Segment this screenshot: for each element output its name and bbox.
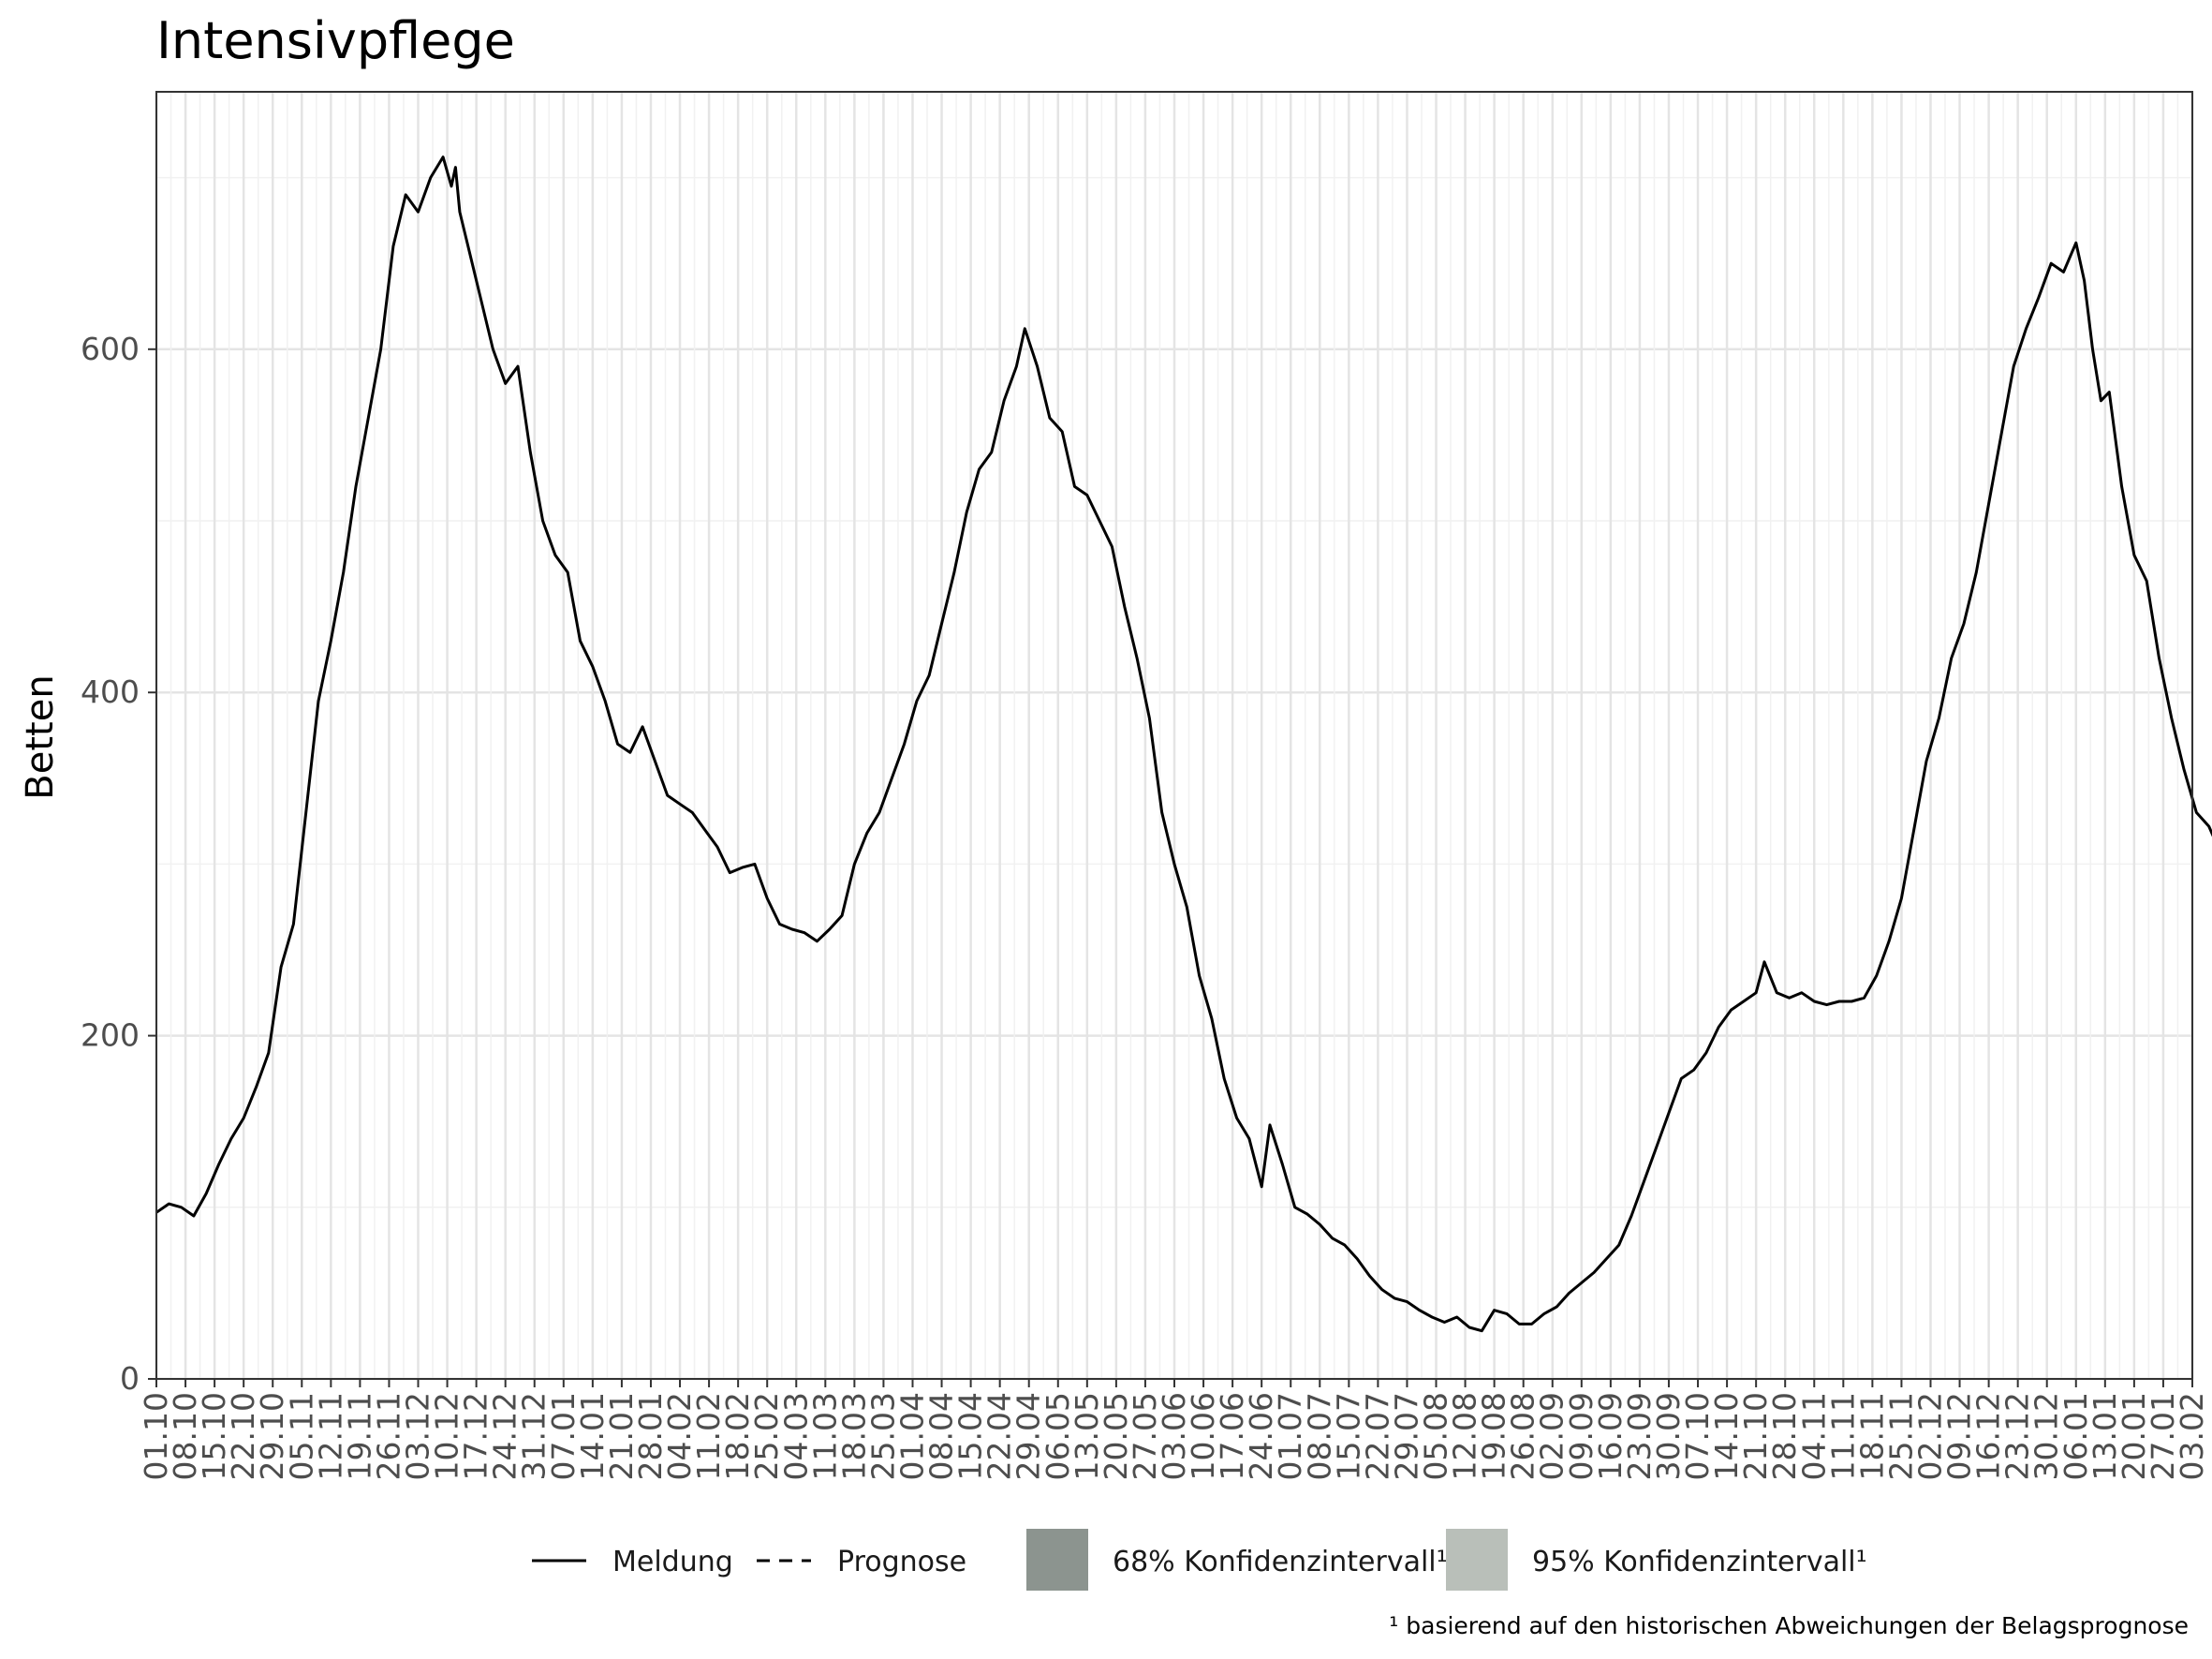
- x-tick-label: 01.10: [138, 1392, 174, 1480]
- x-tick-label: 24.06: [1243, 1392, 1279, 1480]
- x-tick-label: 04.02: [661, 1392, 698, 1480]
- x-tick-label: 21.01: [603, 1392, 640, 1480]
- x-tick-label: 11.03: [806, 1392, 843, 1480]
- x-tick-label: 15.04: [952, 1392, 989, 1480]
- x-tick-label: 10.12: [429, 1392, 465, 1480]
- footnote: ¹ basierend auf den historischen Abweich…: [1389, 1612, 2189, 1639]
- x-tick-label: 25.03: [864, 1392, 901, 1480]
- x-tick-label: 16.12: [1970, 1392, 2007, 1480]
- x-tick-label: 15.10: [196, 1392, 232, 1480]
- x-tick-label: 19.11: [341, 1392, 377, 1480]
- x-tick-label: 14.01: [574, 1392, 611, 1480]
- y-axis: 0 200 400 600: [81, 331, 156, 1397]
- x-tick-label: 18.02: [719, 1392, 756, 1480]
- x-tick-label: 28.01: [632, 1392, 669, 1480]
- x-tick-label: 22.10: [225, 1392, 261, 1480]
- x-tick-label: 13.05: [1069, 1392, 1105, 1480]
- series-lines: [155, 156, 2212, 1333]
- x-tick-label: 09.12: [1941, 1392, 1978, 1480]
- x-tick-label: 18.03: [835, 1392, 872, 1480]
- x-tick-label: 05.11: [283, 1392, 319, 1480]
- x-tick-label: 06.05: [1040, 1392, 1076, 1480]
- x-tick-label: 07.10: [1679, 1392, 1716, 1480]
- x-tick-label: 03.12: [400, 1392, 436, 1480]
- x-tick-label: 27.05: [1127, 1392, 1163, 1480]
- x-tick-label: 01.04: [893, 1392, 930, 1480]
- x-tick-label: 12.08: [1447, 1392, 1483, 1480]
- x-tick-label: 09.09: [1563, 1392, 1600, 1480]
- x-tick-label: 08.07: [1301, 1392, 1337, 1480]
- x-tick-label: 01.07: [1272, 1392, 1308, 1480]
- x-tick-label: 14.10: [1708, 1392, 1745, 1480]
- chart-title: Intensivpflege: [156, 11, 515, 70]
- x-axis: 01.1008.1015.1022.1029.1005.1112.1119.11…: [138, 1379, 2210, 1480]
- x-tick-label: 22.07: [1359, 1392, 1395, 1480]
- x-tick-label: 24.12: [487, 1392, 524, 1480]
- x-tick-label: 25.11: [1882, 1392, 1919, 1480]
- y-tick-label: 600: [81, 331, 140, 367]
- x-tick-label: 05.08: [1418, 1392, 1454, 1480]
- x-tick-label: 17.12: [458, 1392, 494, 1480]
- legend-label-95: 95% Konfidenzintervall¹: [1532, 1546, 1867, 1578]
- x-tick-label: 21.10: [1737, 1392, 1774, 1480]
- x-tick-label: 30.12: [2028, 1392, 2065, 1480]
- x-tick-label: 26.08: [1505, 1392, 1541, 1480]
- x-tick-label: 20.01: [2116, 1392, 2152, 1480]
- y-axis-label: Betten: [19, 674, 62, 799]
- y-tick-label: 400: [81, 674, 140, 710]
- x-tick-label: 26.11: [370, 1392, 406, 1480]
- x-tick-label: 18.11: [1853, 1392, 1890, 1480]
- legend-swatch-95: [1446, 1529, 1508, 1591]
- x-tick-label: 27.01: [2145, 1392, 2181, 1480]
- legend-label-meldung: Meldung: [612, 1546, 733, 1578]
- x-tick-label: 11.02: [690, 1392, 727, 1480]
- x-tick-label: 16.09: [1592, 1392, 1629, 1480]
- grid: [155, 92, 2194, 1381]
- x-tick-label: 08.10: [167, 1392, 203, 1480]
- series-line-meldung: [155, 156, 2212, 1333]
- x-tick-label: 08.04: [923, 1392, 960, 1480]
- x-tick-label: 04.03: [777, 1392, 814, 1480]
- x-tick-label: 02.09: [1534, 1392, 1571, 1480]
- x-tick-label: 06.01: [2057, 1392, 2094, 1480]
- x-tick-label: 17.06: [1214, 1392, 1250, 1480]
- x-tick-label: 03.02: [2174, 1392, 2210, 1480]
- x-tick-label: 04.11: [1795, 1392, 1832, 1480]
- x-tick-label: 20.05: [1098, 1392, 1134, 1480]
- x-tick-label: 23.09: [1621, 1392, 1658, 1480]
- x-tick-label: 28.10: [1766, 1392, 1803, 1480]
- x-tick-label: 10.06: [1185, 1392, 1221, 1480]
- x-tick-label: 12.11: [312, 1392, 348, 1480]
- legend: Meldung Prognose 68% Konfidenzintervall¹…: [532, 1529, 1867, 1591]
- x-tick-label: 07.01: [545, 1392, 582, 1480]
- legend-label-68: 68% Konfidenzintervall¹: [1113, 1546, 1448, 1578]
- x-tick-label: 31.12: [516, 1392, 553, 1480]
- x-tick-label: 25.02: [748, 1392, 785, 1480]
- x-tick-label: 15.07: [1330, 1392, 1366, 1480]
- x-tick-label: 29.10: [254, 1392, 290, 1480]
- legend-label-prognose: Prognose: [837, 1546, 966, 1578]
- x-tick-label: 29.04: [1010, 1392, 1047, 1480]
- x-tick-label: 22.04: [981, 1392, 1018, 1480]
- y-tick-label: 0: [120, 1360, 140, 1397]
- y-tick-label: 200: [81, 1017, 140, 1054]
- x-tick-label: 23.12: [1999, 1392, 2036, 1480]
- x-tick-label: 02.12: [1911, 1392, 1948, 1480]
- x-tick-label: 29.07: [1388, 1392, 1424, 1480]
- legend-swatch-68: [1026, 1529, 1088, 1591]
- x-tick-label: 11.11: [1824, 1392, 1861, 1480]
- x-tick-label: 03.06: [1156, 1392, 1192, 1480]
- x-tick-label: 30.09: [1650, 1392, 1687, 1480]
- x-tick-label: 13.01: [2087, 1392, 2123, 1480]
- x-tick-label: 19.08: [1476, 1392, 1512, 1480]
